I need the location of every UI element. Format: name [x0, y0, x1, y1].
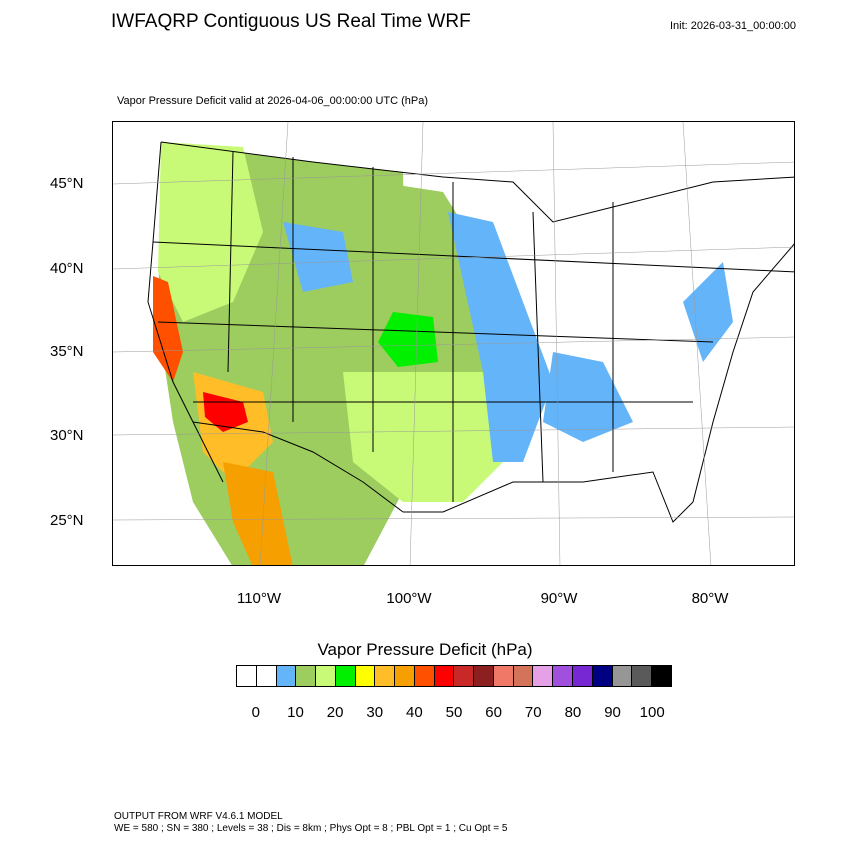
boundary-lines [147, 141, 794, 523]
colorbar-box-4 [316, 666, 336, 686]
lon-label-100w: 100°W [386, 590, 432, 607]
colorbar [236, 665, 672, 687]
colorbar-box-16 [553, 666, 574, 686]
colorbar-tick-label: 40 [406, 704, 423, 721]
colorbar-box-12 [474, 666, 494, 686]
lat-label-45: 45°N [50, 175, 84, 192]
state-line-8 [157, 321, 714, 343]
lon-line-110 [259, 122, 289, 565]
model-info-line-2: WE = 580 ; SN = 380 ; Levels = 38 ; Dis … [114, 823, 508, 834]
colorbar-box-6 [355, 666, 376, 686]
colorbar-box-7 [375, 666, 396, 686]
lon-line-100 [409, 122, 424, 565]
mountain-blue-patch [283, 222, 353, 292]
map-title: IWFAQRP Contiguous US Real Time WRF [111, 11, 471, 32]
colorbar-box-2 [276, 666, 297, 686]
colorbar-tick-label: 0 [251, 704, 260, 721]
lon-line-90 [552, 122, 561, 565]
pacific-coastline [147, 141, 224, 483]
colorbar-box-18 [592, 666, 613, 686]
colorbar-box-13 [493, 666, 514, 686]
colorbar-box-3 [296, 666, 317, 686]
colorbar-tick-label: 20 [326, 704, 344, 721]
model-info-line-1: OUTPUT FROM WRF V4.6.1 MODEL [114, 811, 283, 822]
colorbar-box-5 [335, 666, 356, 686]
southeast-blue-patches [543, 352, 633, 442]
map-panel [112, 121, 795, 566]
colorbar-box-10 [434, 666, 455, 686]
colorbar-box-9 [414, 666, 435, 686]
pacific-ocean [113, 122, 153, 565]
colorbar-box-19 [612, 666, 633, 686]
lon-label-90w: 90°W [540, 590, 578, 607]
lon-label-110w: 110°W [236, 590, 282, 607]
colorbar-tick-label: 10 [287, 704, 304, 721]
graticule [113, 122, 794, 565]
colorbar-box-20 [632, 666, 653, 686]
colorbar-tick-label: 80 [564, 704, 582, 721]
texas-light-green-region [343, 372, 513, 502]
mexico-orange-region [223, 462, 293, 565]
colorbar-tick-label: 50 [445, 704, 463, 721]
lat-label-25: 25°N [50, 512, 84, 529]
colorbar-box-21 [652, 666, 671, 686]
colorbar-tick-label: 100 [639, 704, 665, 721]
state-line-7 [152, 241, 794, 273]
colorbar-box-11 [454, 666, 475, 686]
state-line-5 [532, 211, 544, 483]
lon-line-80 [682, 122, 712, 565]
atlantic-coastline [692, 243, 794, 503]
us-mexico-border [192, 421, 404, 513]
lat-line-30 [113, 426, 794, 436]
lat-line-40 [113, 246, 794, 270]
lat-label-40: 40°N [50, 260, 84, 277]
colorbar-box-15 [533, 666, 554, 686]
lat-line-25 [113, 516, 794, 521]
colorbar-box-14 [513, 666, 534, 686]
gulf-coastline [403, 471, 694, 523]
colorbar-box-1 [256, 666, 277, 686]
colorbar-box-8 [395, 666, 415, 686]
lat-label-30: 30°N [50, 427, 84, 444]
atlantic-coast-blue [683, 262, 733, 362]
us-canada-border [160, 141, 794, 223]
colorbar-title: Vapor Pressure Deficit (hPa) [317, 640, 533, 659]
midwest-blue-band [448, 212, 553, 462]
colorbar-tick-label: 90 [604, 704, 621, 721]
vpd-map [113, 122, 794, 565]
northwest-green-region [158, 142, 263, 322]
init-time-label: Init: 2026-03-31_00:00:00 [670, 20, 796, 32]
lon-label-80w: 80°W [691, 590, 729, 607]
kansas-bright-green-patch [378, 312, 438, 367]
colorbar-box-0 [237, 666, 257, 686]
field-subtitle: Vapor Pressure Deficit valid at 2026-04-… [117, 95, 429, 107]
colorbar-tick-label: 30 [366, 704, 384, 721]
colorbar-tick-label: 60 [485, 704, 502, 721]
lat-label-35: 35°N [50, 343, 84, 360]
lat-line-35 [113, 336, 794, 353]
state-line-1 [227, 151, 234, 373]
lat-line-45 [113, 161, 794, 185]
gulf-of-mexico [413, 482, 693, 565]
colorbar-box-17 [573, 666, 593, 686]
colorbar-tick-label: 70 [524, 704, 542, 721]
